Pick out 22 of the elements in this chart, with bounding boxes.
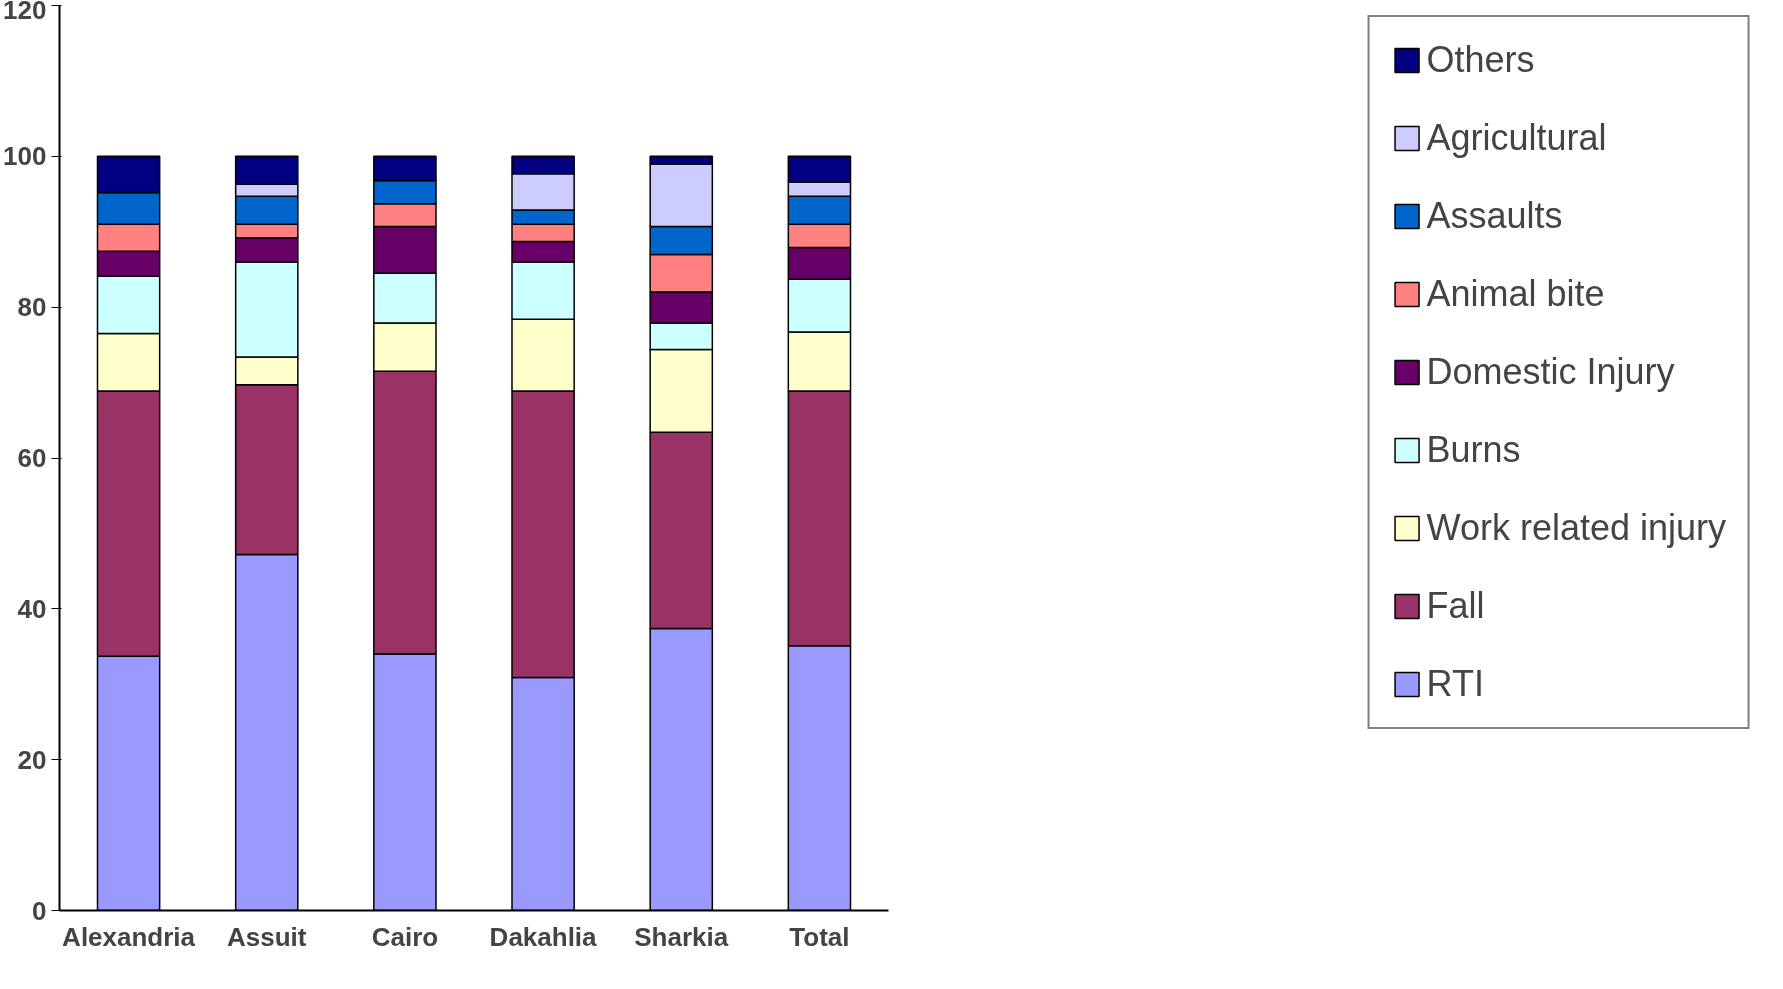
legend-label: Fall	[1426, 585, 1485, 627]
legend-label: Assaults	[1426, 195, 1563, 237]
legend-label: Agricultural	[1426, 117, 1607, 159]
y-tick-label: 60	[17, 443, 47, 473]
y-tick-label: 20	[17, 744, 47, 775]
y-tick-label: 40	[17, 593, 47, 624]
x-tick-label: Sharkia	[634, 921, 729, 952]
legend-label: Others	[1426, 39, 1535, 81]
legend-label: Burns	[1426, 429, 1521, 471]
x-tick-label: Dakahlia	[489, 921, 598, 952]
y-tick-label: 100	[3, 141, 47, 172]
y-tick-label: 80	[17, 292, 47, 323]
y-tick-label: 0	[32, 895, 47, 926]
legend-label: Domestic Injury	[1426, 351, 1675, 393]
x-tick-label: Assuit	[227, 921, 307, 952]
x-tick-label: Alexandria	[62, 921, 196, 952]
legend-label: Animal bite	[1426, 273, 1605, 315]
legend-label: RTI	[1426, 663, 1484, 705]
y-tick-label: 120	[3, 0, 47, 25]
x-tick-label: Total	[789, 921, 850, 952]
x-tick-label: Cairo	[371, 921, 439, 952]
legend-label: Work related injury	[1426, 507, 1726, 549]
